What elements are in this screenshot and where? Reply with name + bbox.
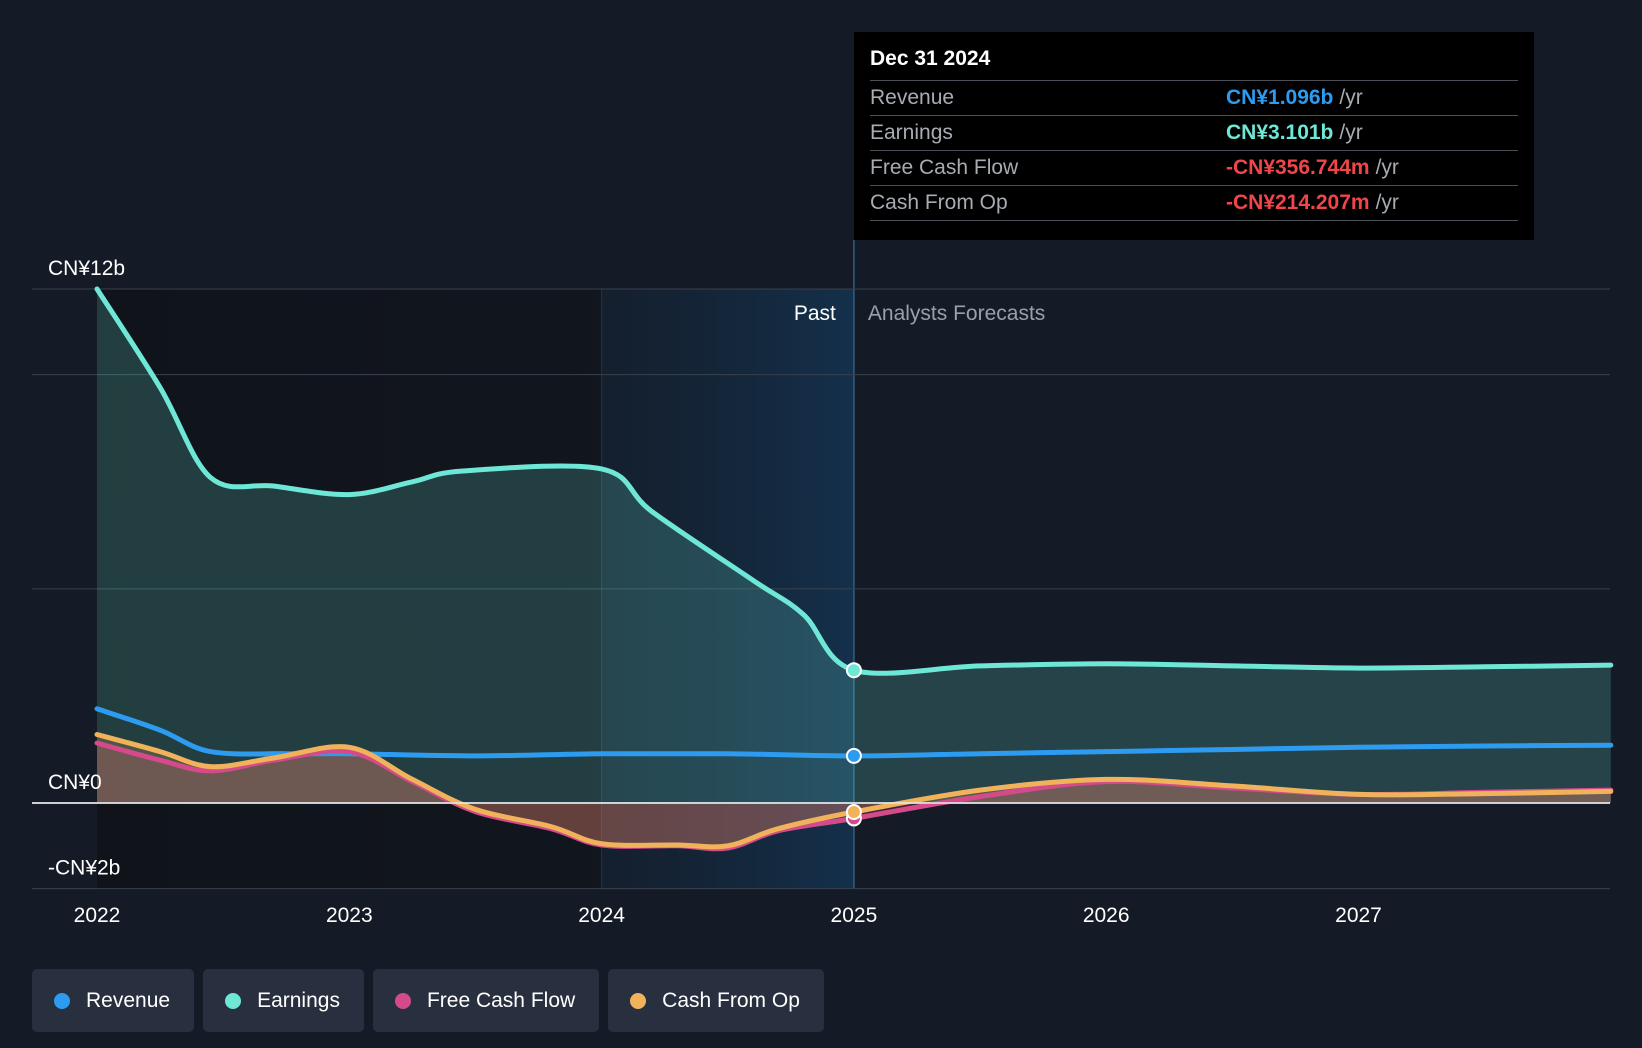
earnings-area xyxy=(97,289,1611,803)
x-tick-label: 2022 xyxy=(74,904,121,927)
legend-label: Revenue xyxy=(86,988,171,1012)
tooltip-row-revenue: Revenue CN¥1.096b /yr xyxy=(870,80,1518,115)
earnings-marker xyxy=(845,662,862,679)
free-cash-flow-area xyxy=(97,743,1611,849)
revenue-marker xyxy=(845,747,862,764)
tooltip-date: Dec 31 2024 xyxy=(870,47,991,70)
y-axis-label: CN¥0 xyxy=(48,771,102,794)
legend-label: Earnings xyxy=(257,988,340,1012)
x-tick-label: 2027 xyxy=(1335,904,1382,927)
x-tick-label: 2026 xyxy=(1083,904,1130,927)
tooltip-label: Earnings xyxy=(870,121,953,144)
revenue-line xyxy=(94,706,1614,759)
tooltip-value: CN¥3.101b xyxy=(1226,121,1334,144)
cash-from-op-area xyxy=(97,734,1611,847)
earnings-dot-icon xyxy=(225,992,242,1009)
revenue-dot-icon xyxy=(54,992,70,1009)
tooltip-value: CN¥1.096b xyxy=(1226,86,1334,109)
earnings-line xyxy=(94,286,1614,676)
tooltip-row-cash-from-op: Cash From Op -CN¥214.207m /yr xyxy=(870,185,1518,221)
tooltip-unit: /yr xyxy=(1375,191,1399,214)
tooltip-value: -CN¥356.744m xyxy=(1226,156,1370,179)
x-tick-label: 2023 xyxy=(326,904,373,927)
tooltip-row-free-cash-flow: Free Cash Flow -CN¥356.744m /yr xyxy=(870,150,1518,185)
past-label: Past xyxy=(794,302,836,325)
cash-from-op-dot-icon xyxy=(630,992,647,1009)
legend-item-free-cash-flow[interactable]: Free Cash Flow xyxy=(372,969,600,1032)
tooltip: Dec 31 2024 Revenue CN¥1.096b /yr Earnin… xyxy=(854,32,1534,240)
tooltip-unit: /yr xyxy=(1339,121,1363,144)
tooltip-label: Free Cash Flow xyxy=(870,156,1019,179)
free-cash-flow-dot-icon xyxy=(394,992,411,1009)
x-tick-label: 2025 xyxy=(831,904,878,927)
legend-item-revenue[interactable]: Revenue xyxy=(32,969,195,1032)
legend: Revenue Earnings Free Cash Flow Cash Fro… xyxy=(32,969,833,1032)
tooltip-row-earnings: Earnings CN¥3.101b /yr xyxy=(870,115,1518,150)
cash-from-op-line xyxy=(94,732,1614,850)
cash-from-op-marker xyxy=(845,803,862,820)
x-tick-label: 2024 xyxy=(578,904,625,927)
y-axis-label: CN¥12b xyxy=(48,257,125,280)
tooltip-label: Cash From Op xyxy=(870,191,1008,214)
tooltip-value: -CN¥214.207m xyxy=(1226,191,1370,214)
tooltip-unit: /yr xyxy=(1339,86,1363,109)
legend-item-cash-from-op[interactable]: Cash From Op xyxy=(608,969,824,1032)
tooltip-unit: /yr xyxy=(1375,156,1399,179)
y-axis-label: -CN¥2b xyxy=(48,857,120,880)
tooltip-label: Revenue xyxy=(870,86,955,109)
legend-label: Cash From Op xyxy=(662,988,800,1012)
forecast-label: Analysts Forecasts xyxy=(868,302,1045,325)
legend-label: Free Cash Flow xyxy=(426,988,576,1012)
legend-item-earnings[interactable]: Earnings xyxy=(203,969,364,1032)
